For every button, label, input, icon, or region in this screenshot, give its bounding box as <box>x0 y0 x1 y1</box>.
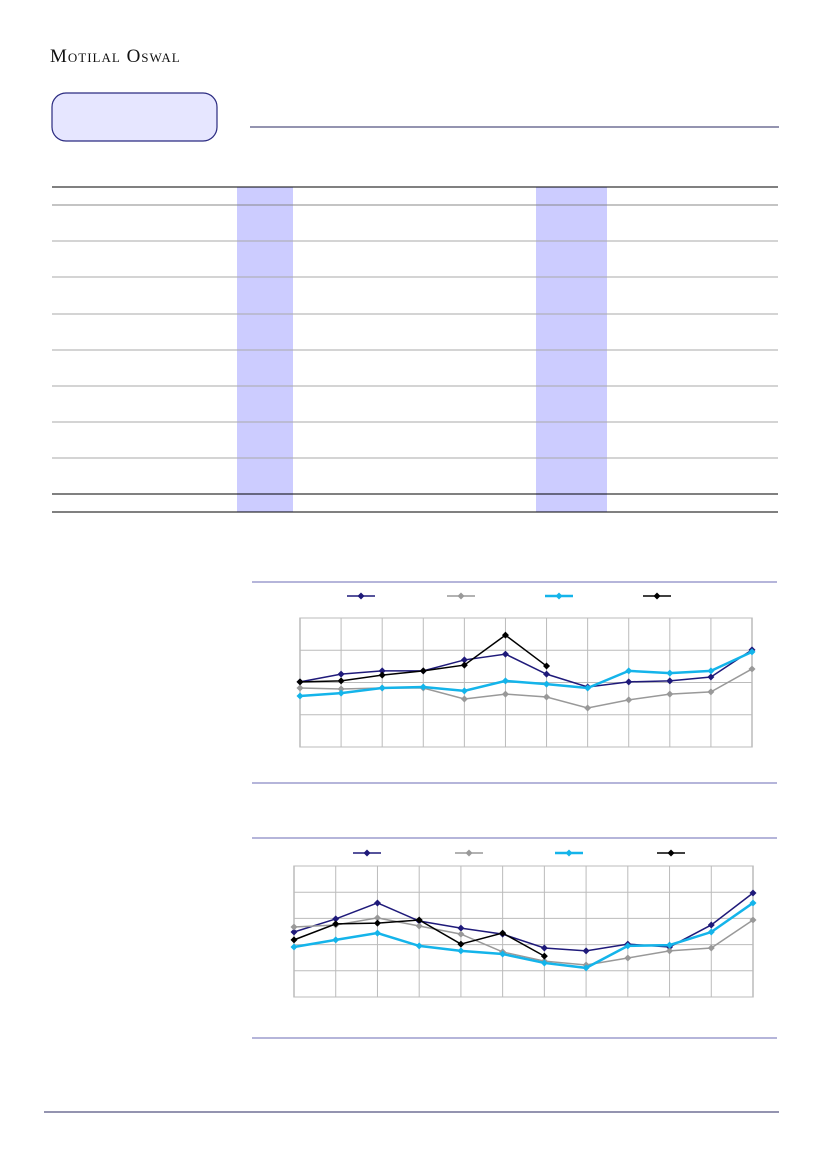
point <box>748 665 756 673</box>
point <box>749 916 757 924</box>
legend-marker <box>357 592 365 600</box>
legend-marker <box>363 849 371 857</box>
point <box>584 684 592 692</box>
point <box>707 688 715 696</box>
point <box>625 696 633 704</box>
point <box>499 929 507 937</box>
point <box>666 941 674 949</box>
point <box>460 687 468 695</box>
section-tag <box>51 92 218 142</box>
point <box>457 940 465 948</box>
legend-marker <box>653 592 661 600</box>
point <box>666 677 674 685</box>
point <box>419 667 427 675</box>
point <box>501 690 509 698</box>
point <box>582 947 590 955</box>
point <box>460 656 468 664</box>
series-line <box>293 901 754 970</box>
point <box>373 929 381 937</box>
point <box>378 671 386 679</box>
point <box>707 928 715 936</box>
legend-marker <box>565 849 573 857</box>
point <box>543 662 551 670</box>
point <box>457 930 465 938</box>
point <box>707 944 715 952</box>
point <box>707 921 715 929</box>
point <box>332 915 340 923</box>
point <box>460 695 468 703</box>
point <box>501 677 509 685</box>
point <box>290 936 298 944</box>
point <box>584 704 592 712</box>
legend-marker <box>465 849 473 857</box>
point <box>337 670 345 678</box>
point <box>337 689 345 697</box>
point <box>457 947 465 955</box>
point <box>332 936 340 944</box>
point <box>337 685 345 693</box>
point <box>332 920 340 928</box>
point <box>748 648 756 656</box>
legend-marker <box>457 592 465 600</box>
table <box>52 186 778 513</box>
point <box>373 899 381 907</box>
point <box>457 924 465 932</box>
point <box>540 959 548 967</box>
point <box>501 650 509 658</box>
point <box>540 944 548 952</box>
point <box>378 667 386 675</box>
point <box>540 952 548 960</box>
point <box>378 684 386 692</box>
point <box>707 667 715 675</box>
point <box>624 954 632 962</box>
series-line <box>299 668 753 709</box>
point <box>543 680 551 688</box>
point <box>543 693 551 701</box>
point <box>707 673 715 681</box>
point <box>499 950 507 958</box>
point <box>290 943 298 951</box>
point <box>543 670 551 678</box>
point <box>666 669 674 677</box>
point <box>373 919 381 927</box>
point <box>415 922 423 930</box>
series-line <box>299 650 753 698</box>
plot-area <box>293 865 754 998</box>
legend-marker <box>555 592 563 600</box>
series-line <box>293 917 754 966</box>
point <box>337 677 345 685</box>
point <box>296 692 304 700</box>
point <box>625 667 633 675</box>
point <box>290 923 298 931</box>
point <box>296 678 304 686</box>
series-line <box>299 649 753 688</box>
point <box>582 964 590 972</box>
point <box>749 899 757 907</box>
point <box>415 942 423 950</box>
legend-marker <box>667 849 675 857</box>
point <box>290 928 298 936</box>
point <box>666 690 674 698</box>
series-line <box>293 892 754 952</box>
point <box>749 889 757 897</box>
point <box>415 916 423 924</box>
point <box>625 678 633 686</box>
point <box>624 942 632 950</box>
point <box>666 947 674 955</box>
point <box>460 661 468 669</box>
point <box>296 684 304 692</box>
point <box>373 914 381 922</box>
point <box>501 631 509 639</box>
point <box>419 683 427 691</box>
brand: Motilal Oswal <box>50 46 181 67</box>
